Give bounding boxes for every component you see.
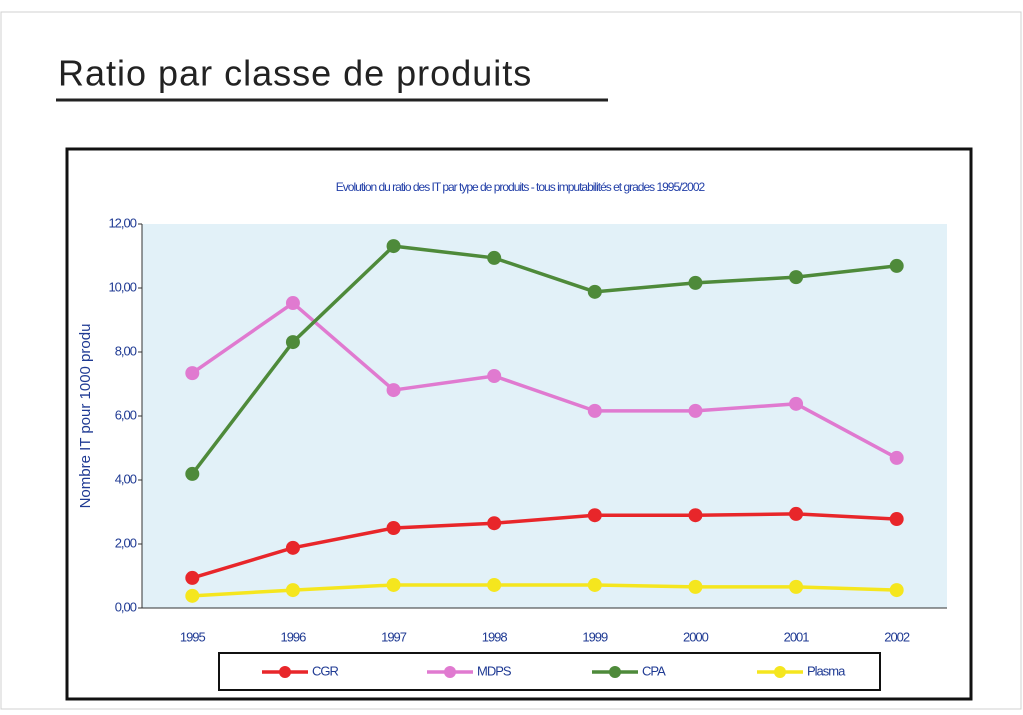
series-marker <box>587 284 602 299</box>
x-tick-label: 1996 <box>280 629 306 644</box>
series-line <box>190 244 897 475</box>
series-marker <box>185 588 200 603</box>
series-marker <box>587 508 602 523</box>
series-marker <box>285 296 300 311</box>
series-marker <box>889 512 904 527</box>
x-tick-label: 1998 <box>482 629 508 644</box>
series-marker <box>285 540 300 555</box>
series-marker <box>587 403 602 418</box>
series-marker <box>386 383 401 398</box>
series-marker <box>285 335 300 350</box>
x-tick-label: 2001 <box>784 629 810 644</box>
series-marker <box>789 579 804 594</box>
series-marker <box>487 250 502 265</box>
x-tick-label: 1995 <box>180 629 206 644</box>
series-marker <box>688 403 703 418</box>
plot-area <box>142 224 947 608</box>
series-marker <box>688 579 703 594</box>
series-marker <box>688 508 703 523</box>
chart-title: Evolution du ratio des IT par type de pr… <box>336 180 706 194</box>
series-marker <box>889 258 904 273</box>
y-tick-label: 10,00 <box>108 279 136 294</box>
series-marker <box>487 516 502 531</box>
y-tick-label: 12,00 <box>108 215 136 230</box>
series-line <box>191 300 898 460</box>
series-marker <box>688 275 703 290</box>
series-line <box>191 512 897 580</box>
legend-label: Plasma <box>807 663 846 678</box>
series-marker <box>285 583 300 598</box>
legend-marker <box>444 666 456 678</box>
y-tick-label: 8,00 <box>115 343 137 358</box>
x-tick-label: 1999 <box>582 629 608 644</box>
series-marker <box>386 577 401 592</box>
x-tick-label: 2002 <box>884 629 910 644</box>
series-marker <box>185 366 200 381</box>
y-tick-label: 6,00 <box>115 407 137 422</box>
series-marker <box>386 239 401 254</box>
series-marker <box>789 396 804 411</box>
series-marker <box>185 466 200 481</box>
slide-title: Ratio par classe de produits <box>58 53 532 94</box>
series-line <box>192 583 897 598</box>
series-marker <box>487 369 502 383</box>
series-marker <box>889 583 904 598</box>
series-marker <box>185 570 200 585</box>
legend-label: CGR <box>312 663 339 678</box>
legend-marker <box>774 666 786 678</box>
series-marker <box>789 506 804 521</box>
series-marker <box>487 577 502 592</box>
y-tick-label: 4,00 <box>115 471 137 486</box>
legend-label: CPA <box>642 663 666 678</box>
x-tick-label: 1997 <box>381 629 407 644</box>
y-tick-label: 0,00 <box>115 599 137 614</box>
legend-marker <box>279 666 291 678</box>
series-marker <box>789 270 804 285</box>
series-marker <box>587 577 602 592</box>
y-axis-label: Nombre IT pour 1000 produ <box>77 324 94 509</box>
y-tick-label: 2,00 <box>115 535 137 550</box>
legend-marker <box>609 666 621 678</box>
series-marker <box>889 450 904 465</box>
legend-label: MDPS <box>477 663 512 678</box>
series-marker <box>386 521 401 535</box>
x-tick-label: 2000 <box>683 629 709 644</box>
